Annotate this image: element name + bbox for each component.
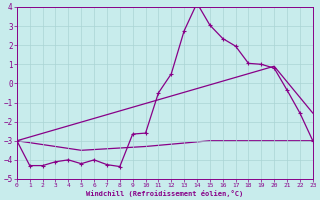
X-axis label: Windchill (Refroidissement éolien,°C): Windchill (Refroidissement éolien,°C) bbox=[86, 190, 244, 197]
